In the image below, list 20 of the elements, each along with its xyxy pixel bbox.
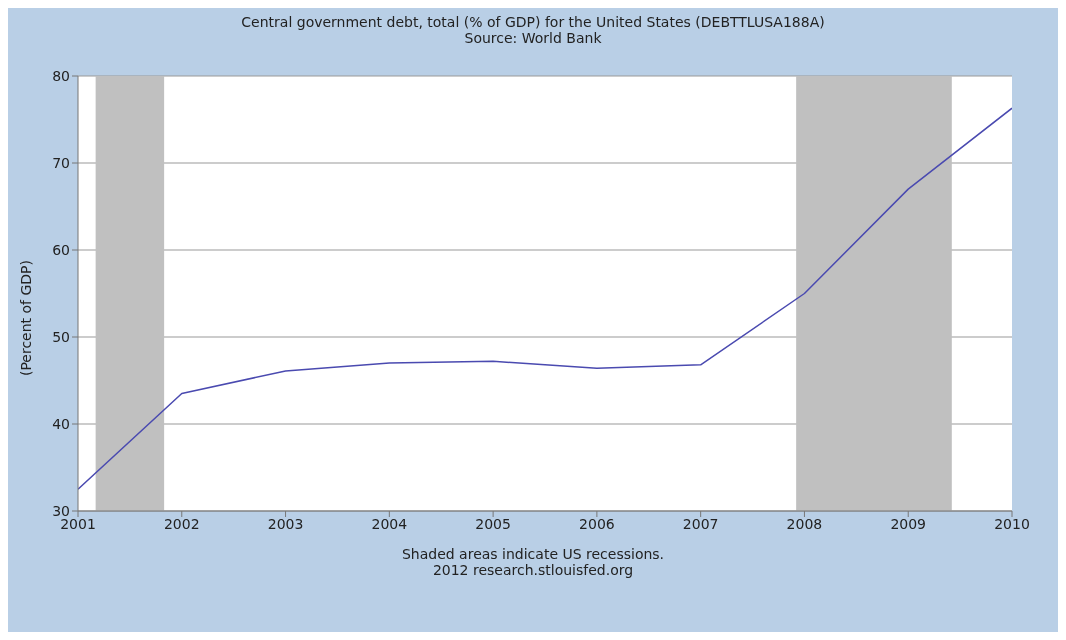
chart-subtitle: Source: World Bank (463, 30, 603, 46)
x-tick-label: 2007 (682, 515, 719, 532)
x-tick-label: 2008 (786, 515, 823, 532)
line-series (78, 107, 1012, 490)
text: Shaded areas indicate US recessions. (400, 546, 666, 562)
x-tick-label: 2006 (579, 515, 615, 532)
x-tick-label: 2005 (475, 515, 511, 532)
y-tick-label: 60 (52, 241, 70, 258)
chart-title: Central government debt, total (% of GDP) for the United States (DEBTTLUSA188A) (240, 13, 826, 30)
y-tick-label: 40 (52, 415, 70, 432)
x-tick-label: 2010 (994, 515, 1030, 532)
y-tick-label: 80 (52, 67, 70, 84)
x-tick-label: 2003 (267, 515, 304, 532)
y-tick-label: 70 (52, 154, 70, 171)
y-tick-label: 50 (52, 328, 70, 345)
text: 2012 research.stlouisfed.org (431, 562, 635, 578)
x-tick-label: 2002 (163, 515, 200, 532)
x-tick-label: 2004 (371, 515, 408, 532)
x-tick-label: 2009 (890, 515, 927, 532)
y-axis-title: (Percent of GDP) (18, 259, 35, 377)
